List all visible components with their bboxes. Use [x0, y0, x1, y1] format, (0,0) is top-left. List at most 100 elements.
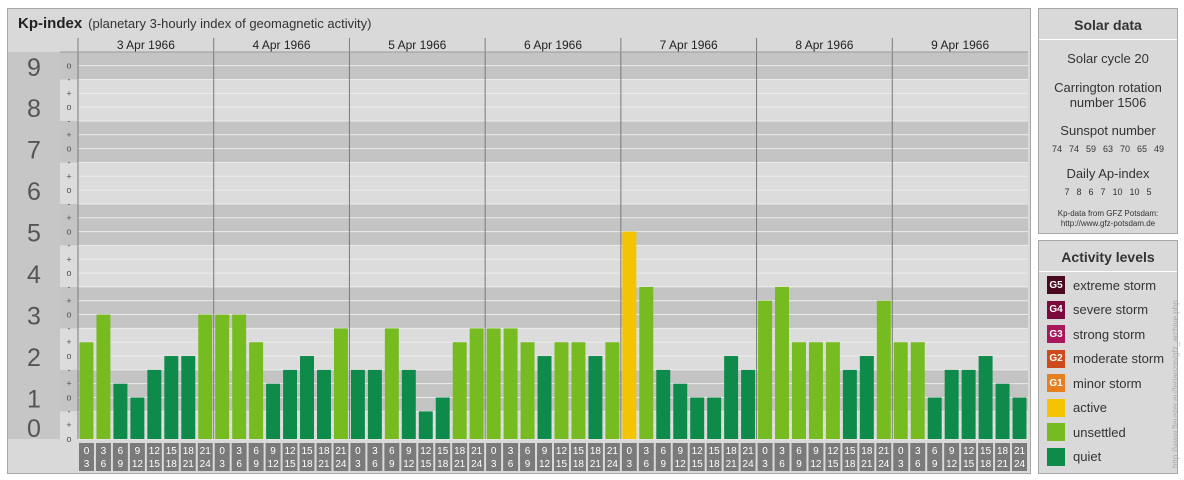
slot-label-end: 18	[573, 459, 585, 470]
y-tick-label: 4	[27, 261, 41, 289]
slot-label-end: 15	[420, 459, 432, 470]
kp-bar	[96, 314, 111, 439]
kp-bar	[673, 383, 688, 439]
slot-label-box	[214, 443, 230, 471]
slot-label-box	[978, 443, 994, 471]
kp-bar	[198, 314, 213, 439]
slot-label-box	[418, 443, 434, 471]
kp-bar	[622, 231, 637, 439]
slot-label-box	[689, 443, 705, 471]
slot-label-end: 21	[590, 459, 602, 470]
slot-label-start: 3	[101, 446, 107, 457]
kp-bar	[79, 342, 94, 439]
slot-label-end: 12	[810, 459, 822, 470]
slot-label-end: 24	[200, 459, 212, 470]
slot-label-start: 15	[844, 446, 856, 457]
slot-label-end: 18	[437, 459, 449, 470]
y-tick-label: 1	[27, 386, 41, 414]
legend-item: G4 severe storm	[1047, 300, 1148, 320]
slot-label-end: 24	[471, 459, 483, 470]
slot-label-box	[944, 443, 960, 471]
slot-label-start: 21	[878, 446, 890, 457]
slot-label-start: 15	[709, 446, 721, 457]
slot-label-end: 24	[335, 459, 347, 470]
slot-label-box	[961, 443, 977, 471]
slot-label-start: 0	[762, 446, 768, 457]
sub-tick-label: o	[66, 310, 71, 320]
slot-label-box	[79, 443, 94, 471]
legend-label: quiet	[1073, 449, 1102, 464]
slot-label-end: 24	[1014, 459, 1026, 470]
slot-label-end: 12	[268, 459, 280, 470]
slot-label-box	[808, 443, 824, 471]
day-label: 9 Apr 1966	[931, 38, 989, 52]
slot-label-box	[299, 443, 315, 471]
slot-label-box	[995, 443, 1011, 471]
slot-label-end: 21	[183, 459, 195, 470]
slot-label-box	[842, 443, 858, 471]
slot-label-end: 18	[166, 459, 178, 470]
slot-label-box	[316, 443, 332, 471]
chart-subtitle: (planetary 3-hourly index of geomagnetic…	[88, 16, 372, 31]
kp-band-7	[60, 120, 1028, 163]
kp-bar	[876, 300, 891, 439]
sunspot-title: Sunspot number	[1060, 123, 1156, 138]
slot-label-end: 24	[878, 459, 890, 470]
solar-cycle: Solar cycle 20	[1067, 51, 1149, 66]
kp-bar	[164, 356, 179, 439]
credit-link[interactable]: http://www.gfz-potsdam.de	[1060, 219, 1156, 228]
y-tick-label: 6	[27, 178, 41, 206]
kp-bar	[842, 369, 857, 439]
slot-label-end: 12	[946, 459, 958, 470]
slot-label-box	[791, 443, 807, 471]
slot-label-start: 6	[660, 446, 666, 457]
kp-bar	[961, 369, 976, 439]
legend-swatch: G5	[1047, 276, 1065, 294]
slot-label-start: 21	[200, 446, 212, 457]
legend-item: G1 minor storm	[1047, 373, 1142, 393]
kp-bar	[792, 342, 806, 439]
legend-label: moderate storm	[1073, 351, 1165, 366]
slot-label-box	[672, 443, 688, 471]
slot-label-box	[163, 443, 179, 471]
legend-label: active	[1073, 400, 1107, 415]
slot-label-box	[537, 443, 552, 471]
slot-label-box	[604, 443, 620, 471]
slot-label-start: 12	[827, 446, 839, 457]
slot-label-start: 15	[166, 446, 178, 457]
slot-label-end: 15	[692, 459, 704, 470]
slot-label-start: 9	[270, 446, 276, 457]
kp-bar	[401, 369, 416, 439]
kp-bar	[384, 328, 399, 439]
legend-label: severe storm	[1073, 302, 1149, 317]
kp-bar	[300, 356, 314, 439]
sub-tick-label: o	[66, 227, 71, 237]
kp-bar	[181, 356, 196, 439]
slot-label-end: 9	[525, 459, 531, 470]
slot-label-box	[927, 443, 943, 471]
kp-bar	[724, 356, 739, 439]
kp-bar	[571, 342, 586, 439]
legend-item: quiet	[1047, 447, 1101, 467]
slot-label-end: 6	[644, 459, 650, 470]
slot-label-end: 9	[660, 459, 666, 470]
slot-label-box	[825, 443, 841, 471]
kp-bar	[317, 369, 331, 439]
slot-label-start: 3	[779, 446, 785, 457]
slot-label-start: 6	[118, 446, 124, 457]
activity-levels-panel: Activity levels G5 extreme storm G4 severe …	[1038, 240, 1178, 474]
slot-label-start: 0	[491, 446, 497, 457]
slot-label-end: 18	[709, 459, 721, 470]
kp-bar	[266, 383, 281, 439]
slot-label-start: 12	[556, 446, 568, 457]
slot-label-start: 18	[726, 446, 738, 457]
credit-line1: Kp-data from GFZ Potsdam:	[1057, 209, 1159, 218]
kp-bar	[690, 397, 705, 439]
slot-label-start: 18	[997, 446, 1009, 457]
slot-label-end: 18	[980, 459, 992, 470]
slot-label-end: 12	[675, 459, 687, 470]
slot-label-start: 18	[454, 446, 466, 457]
kp-bar	[249, 342, 264, 439]
slot-label-box	[859, 443, 875, 471]
sub-tick-label: o	[66, 185, 71, 195]
